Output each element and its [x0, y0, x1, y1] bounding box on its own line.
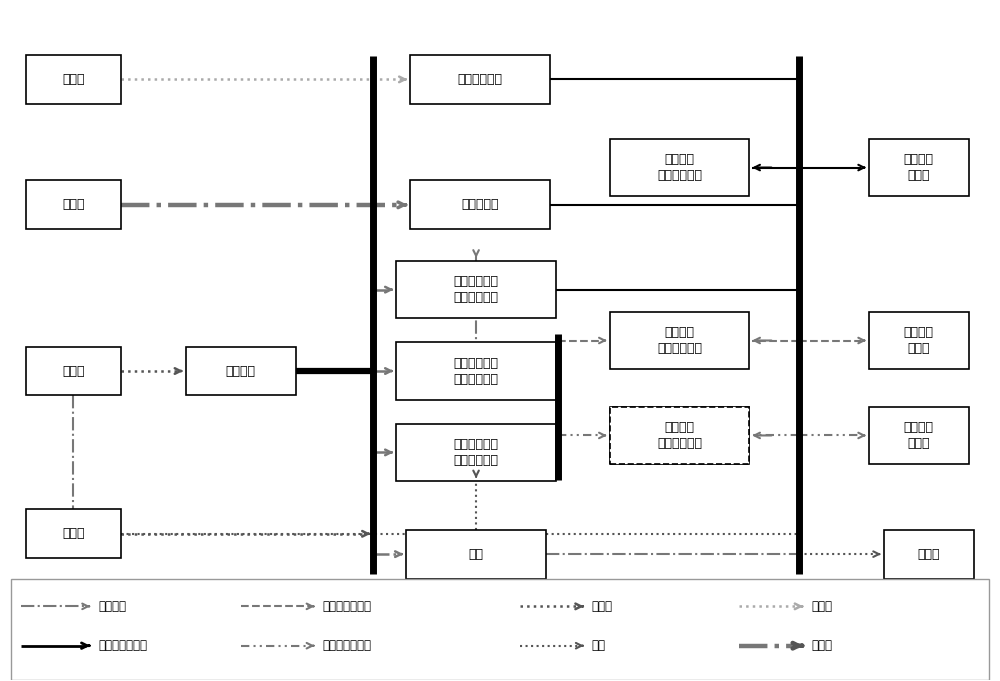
- FancyBboxPatch shape: [410, 180, 550, 229]
- Text: 储能系统
（室内供冷）: 储能系统 （室内供冷）: [657, 421, 702, 450]
- Text: 生活热水
热负荷: 生活热水 热负荷: [904, 153, 934, 182]
- Text: 储能系统
（室内采暖）: 储能系统 （室内采暖）: [657, 326, 702, 355]
- Text: 太阳能集热器: 太阳能集热器: [458, 73, 503, 86]
- FancyBboxPatch shape: [11, 580, 989, 680]
- Text: 室内采暖热流体: 室内采暖热流体: [322, 600, 371, 613]
- FancyBboxPatch shape: [610, 312, 749, 369]
- Text: 余热回收锅炉
（室内采暖）: 余热回收锅炉 （室内采暖）: [454, 357, 499, 385]
- FancyBboxPatch shape: [869, 312, 969, 369]
- FancyBboxPatch shape: [26, 509, 121, 558]
- FancyBboxPatch shape: [610, 407, 749, 464]
- FancyBboxPatch shape: [869, 407, 969, 464]
- Text: 生物质锅炉: 生物质锅炉: [461, 198, 499, 211]
- Text: 吸收式制冷机
（室内供冷）: 吸收式制冷机 （室内供冷）: [454, 438, 499, 467]
- Text: 余热烟气: 余热烟气: [98, 600, 126, 613]
- Text: 生活热水热流体: 生活热水热流体: [98, 639, 147, 652]
- FancyBboxPatch shape: [410, 55, 550, 104]
- Text: 室内采暖
热负荷: 室内采暖 热负荷: [904, 326, 934, 355]
- Text: 太阳能: 太阳能: [62, 73, 84, 86]
- Text: 天然气: 天然气: [62, 364, 84, 377]
- Text: 太阳能: 太阳能: [811, 600, 832, 613]
- Text: 电负荷: 电负荷: [918, 548, 940, 560]
- FancyBboxPatch shape: [186, 347, 296, 396]
- Text: 大电网: 大电网: [62, 527, 84, 540]
- Text: 电力: 电力: [592, 639, 606, 652]
- FancyBboxPatch shape: [26, 347, 121, 396]
- Text: 余热回收锅炉
（生活热水）: 余热回收锅炉 （生活热水）: [454, 275, 499, 304]
- FancyBboxPatch shape: [610, 407, 749, 464]
- FancyBboxPatch shape: [396, 424, 556, 481]
- Text: 热泵: 热泵: [469, 548, 484, 560]
- Text: 室内供冷
冷负荷: 室内供冷 冷负荷: [904, 421, 934, 450]
- FancyBboxPatch shape: [26, 180, 121, 229]
- FancyBboxPatch shape: [869, 139, 969, 196]
- FancyBboxPatch shape: [26, 55, 121, 104]
- Text: 天然气: 天然气: [592, 600, 613, 613]
- Text: 生物质: 生物质: [811, 639, 832, 652]
- Text: 储能系统
（生活热水）: 储能系统 （生活热水）: [657, 153, 702, 182]
- FancyBboxPatch shape: [396, 261, 556, 319]
- Text: 室内供冷冷流体: 室内供冷冷流体: [322, 639, 371, 652]
- FancyBboxPatch shape: [884, 530, 974, 579]
- FancyBboxPatch shape: [406, 530, 546, 579]
- Text: 燃气轮机: 燃气轮机: [226, 364, 256, 377]
- Text: 生物质: 生物质: [62, 198, 84, 211]
- FancyBboxPatch shape: [610, 139, 749, 196]
- FancyBboxPatch shape: [396, 342, 556, 400]
